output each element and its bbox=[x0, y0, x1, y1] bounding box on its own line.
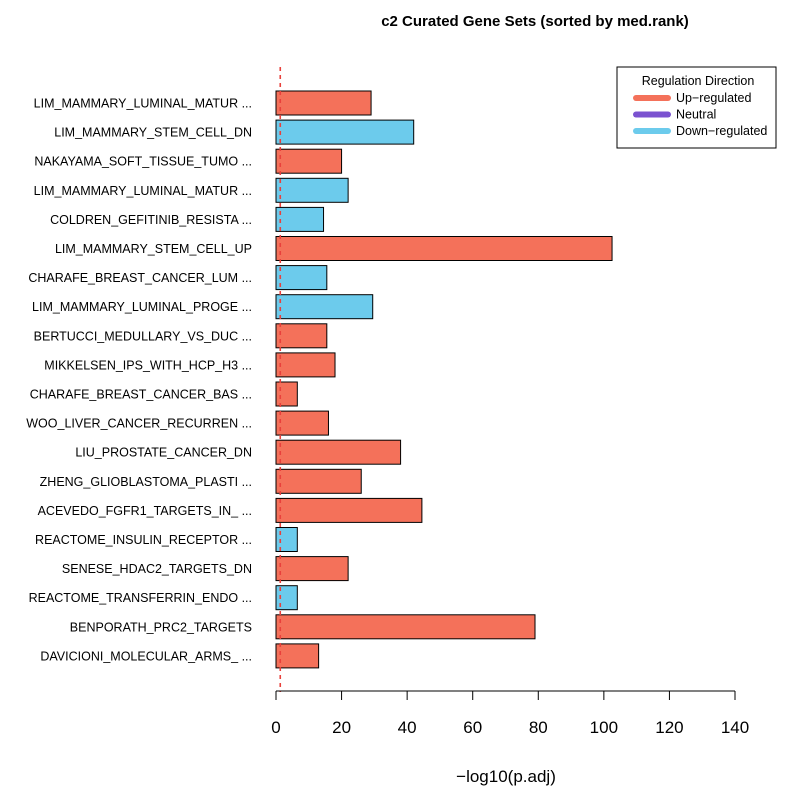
category-label-1: LIM_MAMMARY_STEM_CELL_DN bbox=[54, 126, 252, 140]
bar-3 bbox=[275, 177, 349, 203]
x-tick-label-1: 20 bbox=[332, 718, 351, 737]
bar-4 bbox=[275, 206, 325, 232]
bar-2 bbox=[275, 148, 343, 174]
category-label-6: CHARAFE_BREAST_CANCER_LUM ... bbox=[28, 271, 252, 285]
category-label-17: REACTOME_TRANSFERRIN_ENDO ... bbox=[29, 591, 252, 605]
category-label-12: LIU_PROSTATE_CANCER_DN bbox=[75, 446, 252, 460]
category-label-2: NAKAYAMA_SOFT_TISSUE_TUMO ... bbox=[34, 155, 252, 169]
bar-7 bbox=[275, 294, 374, 320]
category-label-7: LIM_MAMMARY_LUMINAL_PROGE ... bbox=[32, 300, 252, 314]
bar-10 bbox=[275, 381, 298, 407]
bar-9 bbox=[275, 352, 336, 378]
legend-label-neutral: Neutral bbox=[676, 108, 716, 122]
category-label-5: LIM_MAMMARY_STEM_CELL_UP bbox=[55, 242, 252, 256]
category-label-14: ACEVEDO_FGFR1_TARGETS_IN_ ... bbox=[38, 504, 252, 518]
x-tick-label-6: 120 bbox=[655, 718, 683, 737]
legend-label-up: Up−regulated bbox=[676, 91, 751, 105]
bar-17 bbox=[275, 585, 298, 611]
legend-label-down: Down−regulated bbox=[676, 124, 767, 138]
category-label-9: MIKKELSEN_IPS_WITH_HCP_H3 ... bbox=[44, 358, 252, 372]
category-label-18: BENPORATH_PRC2_TARGETS bbox=[70, 620, 252, 634]
category-label-16: SENESE_HDAC2_TARGETS_DN bbox=[62, 562, 252, 576]
category-label-3: LIM_MAMMARY_LUMINAL_MATUR ... bbox=[34, 184, 252, 198]
x-tick-label-3: 60 bbox=[463, 718, 482, 737]
bar-15 bbox=[275, 527, 298, 552]
bar-12 bbox=[275, 439, 402, 465]
legend-box bbox=[616, 66, 777, 149]
category-label-19: DAVICIONI_MOLECULAR_ARMS_ ... bbox=[40, 649, 252, 663]
bar-5 bbox=[275, 236, 613, 261]
legend-title: Regulation Direction bbox=[642, 74, 755, 88]
x-axis: 0 20 40 60 80 100 120 140 bbox=[271, 690, 749, 737]
legend-entries: Up−regulated Neutral Down−regulated bbox=[633, 91, 767, 138]
x-tick-label-0: 0 bbox=[271, 718, 280, 737]
category-label-11: WOO_LIVER_CANCER_RECURREN ... bbox=[26, 417, 252, 431]
category-label-10: CHARAFE_BREAST_CANCER_BAS ... bbox=[30, 388, 252, 402]
chart-title: c2 Curated Gene Sets (sorted by med.rank… bbox=[381, 13, 689, 30]
x-tick-label-7: 140 bbox=[721, 718, 749, 737]
bar-0 bbox=[275, 90, 372, 116]
bars-layer bbox=[275, 90, 613, 669]
bar-18 bbox=[275, 614, 536, 640]
x-tick-label-5: 100 bbox=[590, 718, 618, 737]
category-label-0: LIM_MAMMARY_LUMINAL_MATUR ... bbox=[34, 97, 252, 111]
bar-1 bbox=[275, 119, 415, 145]
bar-8 bbox=[275, 323, 328, 349]
category-label-15: REACTOME_INSULIN_RECEPTOR ... bbox=[35, 533, 252, 547]
bar-14 bbox=[275, 497, 423, 523]
x-tick-label-2: 40 bbox=[398, 718, 417, 737]
category-label-8: BERTUCCI_MEDULLARY_VS_DUC ... bbox=[34, 329, 252, 343]
bar-13 bbox=[275, 468, 362, 494]
category-label-13: ZHENG_GLIOBLASTOMA_PLASTI ... bbox=[40, 475, 252, 489]
bar-11 bbox=[275, 410, 329, 436]
x-axis-label: −log10(p.adj) bbox=[456, 767, 556, 786]
bar-6 bbox=[275, 265, 328, 291]
bar-19 bbox=[275, 643, 320, 669]
category-labels: LIM_MAMMARY_LUMINAL_MATUR ... LIM_MAMMARY… bbox=[26, 97, 252, 664]
x-tick-label-4: 80 bbox=[529, 718, 548, 737]
bar-16 bbox=[275, 556, 349, 582]
legend: Regulation Direction Up−regulated Neutral… bbox=[616, 66, 777, 149]
category-label-4: COLDREN_GEFITINIB_RESISTA ... bbox=[50, 213, 252, 227]
